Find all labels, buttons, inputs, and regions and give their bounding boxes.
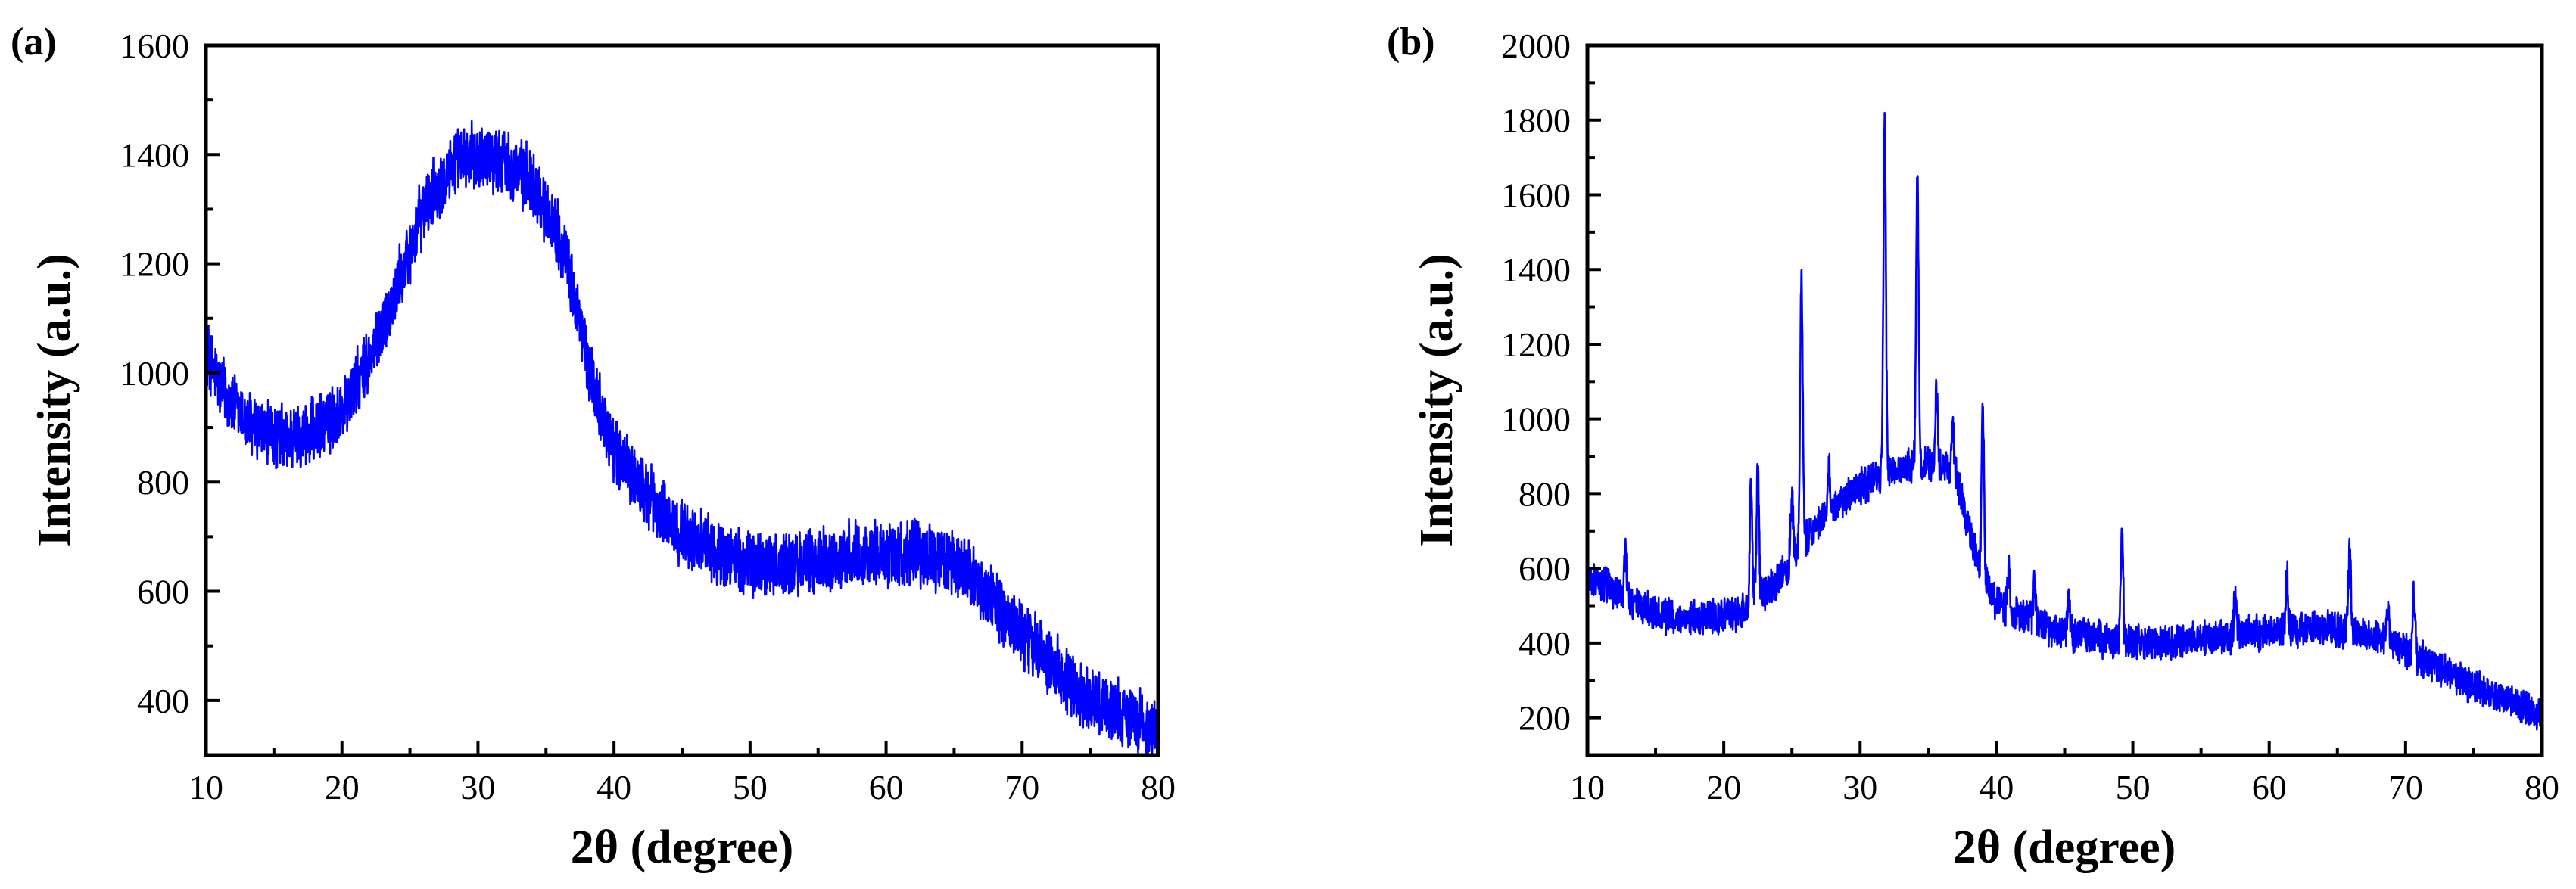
y-tick-label: 2000 xyxy=(1501,26,1571,65)
x-tick-label: 70 xyxy=(1005,768,1039,807)
y-tick-label: 1600 xyxy=(120,26,189,65)
y-tick-label: 800 xyxy=(137,463,189,502)
x-tick-label: 40 xyxy=(1979,768,2014,807)
x-tick-label: 30 xyxy=(1842,768,1877,807)
panel-b-data-line xyxy=(1586,111,2543,731)
x-tick-label: 10 xyxy=(188,768,223,807)
panel-a-label: (a) xyxy=(11,20,57,64)
x-tick-label: 80 xyxy=(2525,768,2559,807)
panel-a-ticks: 10 20 30 40 50 60 70 80 400 600 800 1000 1200 1400 160… xyxy=(120,26,1176,807)
x-tick-label: 20 xyxy=(325,768,360,807)
x-tick-label: 60 xyxy=(869,768,904,807)
panel-b-label: (b) xyxy=(1387,20,1435,64)
y-tick-label: 400 xyxy=(1519,624,1571,663)
y-tick-label: 1400 xyxy=(120,135,189,174)
panel-b: (b) 10 20 30 40 50 60 70 80 200 400 600 800 1000 1200… xyxy=(1387,20,2559,873)
panel-a-data-line xyxy=(204,120,1160,757)
y-tick-label: 200 xyxy=(1519,699,1571,738)
x-tick-label: 60 xyxy=(2252,768,2287,807)
x-tick-label: 30 xyxy=(460,768,495,807)
y-tick-label: 1200 xyxy=(1501,325,1571,364)
x-tick-label: 50 xyxy=(2116,768,2151,807)
x-tick-label: 20 xyxy=(1706,768,1741,807)
y-tick-label: 1200 xyxy=(120,245,189,284)
x-tick-label: 40 xyxy=(596,768,631,807)
panel-b-x-axis-title: 2θ (degree) xyxy=(1953,822,2176,873)
panel-b-y-axis-title: Intensity (a.u.) xyxy=(1411,253,1462,547)
panel-a-y-axis-title: Intensity (a.u.) xyxy=(29,253,80,547)
y-tick-label: 1800 xyxy=(1501,101,1571,140)
y-tick-label: 1600 xyxy=(1501,176,1571,214)
x-tick-label: 80 xyxy=(1141,768,1176,807)
y-tick-label: 1000 xyxy=(120,354,189,393)
panel-b-ticks: 10 20 30 40 50 60 70 80 200 400 600 800 1000 1200 1400… xyxy=(1501,26,2559,807)
y-tick-label: 800 xyxy=(1519,474,1571,513)
y-tick-label: 1400 xyxy=(1501,250,1571,289)
y-tick-label: 1000 xyxy=(1501,400,1571,439)
panel-a-x-axis-title: 2θ (degree) xyxy=(571,822,794,873)
x-tick-label: 50 xyxy=(733,768,768,807)
x-tick-label: 10 xyxy=(1570,768,1605,807)
x-tick-label: 70 xyxy=(2388,768,2423,807)
y-tick-label: 600 xyxy=(1519,549,1571,588)
y-tick-label: 400 xyxy=(137,682,189,720)
y-tick-label: 600 xyxy=(137,573,189,611)
panel-a: (a) 10 20 30 40 50 60 70 80 400 600 800 1000 1200 140… xyxy=(11,20,1176,873)
